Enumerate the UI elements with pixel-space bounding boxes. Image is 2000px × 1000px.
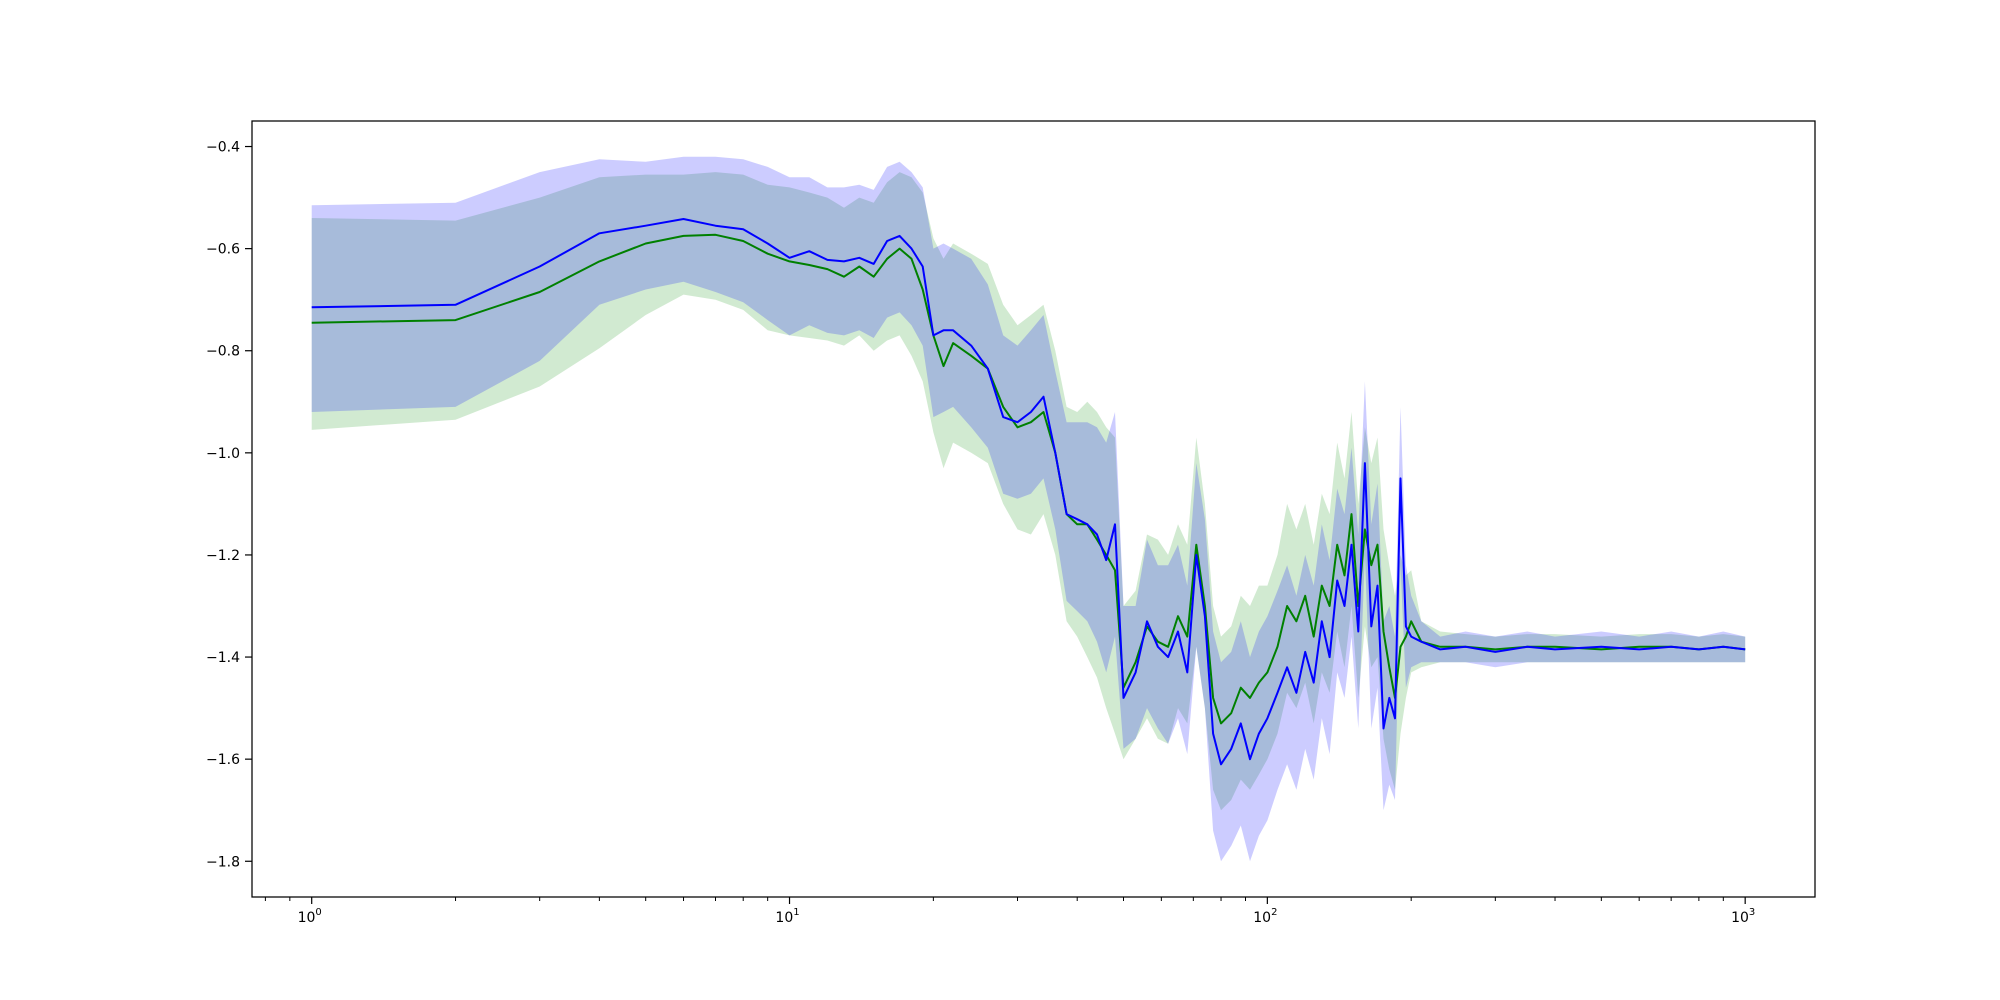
y-tick-label: −0.6 xyxy=(206,242,240,258)
series-2-band xyxy=(311,156,1746,862)
x-axis: 100 101 102 103 xyxy=(264,897,1755,926)
x-tick-label: 103 xyxy=(1731,907,1755,926)
y-tick-label: −1.0 xyxy=(206,446,240,462)
y-tick-label: −1.2 xyxy=(206,548,240,564)
x-tick-label-exponent: 0 xyxy=(315,907,321,918)
x-tick-label-base: 10 xyxy=(775,910,793,926)
x-tick-label: 101 xyxy=(775,907,799,926)
x-tick-label: 100 xyxy=(298,907,322,926)
x-tick-label-exponent: 3 xyxy=(1749,907,1755,918)
x-tick-label-base: 10 xyxy=(298,910,316,926)
x-tick-label-base: 10 xyxy=(1731,910,1749,926)
y-tick-label: −1.4 xyxy=(206,650,240,666)
x-tick-label-exponent: 1 xyxy=(793,907,799,918)
y-tick-label: −1.8 xyxy=(206,854,240,870)
x-tick-label: 102 xyxy=(1253,907,1277,926)
plot-frame xyxy=(251,120,1816,898)
y-tick-label: −0.4 xyxy=(206,140,240,156)
series-2-line xyxy=(311,218,1746,766)
series-1-line xyxy=(311,233,1746,725)
y-axis: −0.4 −0.6 −0.8 −1.0 −1.2 −1.4 −1.6 −1.8 xyxy=(206,140,252,870)
y-tick-label: −0.8 xyxy=(206,344,240,360)
y-tick-label: −1.6 xyxy=(206,752,240,768)
x-tick-label-exponent: 2 xyxy=(1271,907,1277,918)
series-lines xyxy=(311,218,1746,766)
x-tick-label-base: 10 xyxy=(1253,910,1271,926)
